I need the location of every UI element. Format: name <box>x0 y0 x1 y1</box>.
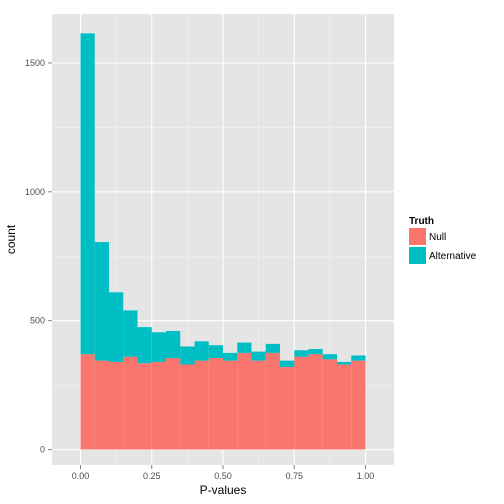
bar-alternative-10 <box>223 352 238 361</box>
bar-alternative-4 <box>137 327 152 364</box>
bar-null-11 <box>237 352 252 450</box>
bar-null-10 <box>223 360 238 450</box>
x-tick-label: 0.25 <box>143 471 161 481</box>
x-tick-label: 0.75 <box>285 471 303 481</box>
bar-alternative-0 <box>80 33 95 355</box>
bar-null-6 <box>166 358 181 450</box>
bar-alternative-6 <box>166 330 181 359</box>
bars <box>80 33 366 450</box>
legend-title: Truth <box>409 216 434 227</box>
legend-label-null: Null <box>429 232 446 243</box>
bar-null-16 <box>308 354 323 450</box>
y-tick-label: 500 <box>30 316 45 326</box>
legend-key-null <box>409 228 426 245</box>
x-tick-label: 1.00 <box>357 471 375 481</box>
bar-alternative-13 <box>265 343 280 353</box>
bar-alternative-16 <box>308 349 323 355</box>
legend: Truth Null Alternative <box>409 216 477 264</box>
bar-null-17 <box>322 359 337 450</box>
bar-null-14 <box>280 367 295 450</box>
bar-alternative-2 <box>109 292 124 362</box>
bar-null-4 <box>137 363 152 450</box>
x-tick-label: 0.00 <box>72 471 90 481</box>
y-axis-title: count <box>4 224 18 254</box>
bar-null-8 <box>194 360 209 450</box>
bar-null-19 <box>351 360 366 450</box>
bar-alternative-12 <box>251 351 266 361</box>
bar-alternative-3 <box>123 310 138 357</box>
bar-null-5 <box>151 361 166 450</box>
bar-null-1 <box>94 360 109 450</box>
bar-null-3 <box>123 356 138 450</box>
bar-alternative-18 <box>337 361 352 365</box>
bar-null-15 <box>294 356 309 450</box>
bar-alternative-11 <box>237 342 252 353</box>
y-tick-label: 0 <box>40 445 45 455</box>
bar-null-7 <box>180 364 195 450</box>
x-axis-title: P-values <box>200 483 247 497</box>
bar-alternative-8 <box>194 341 209 361</box>
bar-alternative-7 <box>180 346 195 365</box>
legend-items: Null Alternative <box>409 228 477 264</box>
bar-alternative-15 <box>294 350 309 357</box>
bar-alternative-9 <box>208 345 223 359</box>
bar-alternative-19 <box>351 355 366 361</box>
bar-null-2 <box>109 361 124 450</box>
bar-alternative-5 <box>151 332 166 362</box>
bar-alternative-14 <box>280 360 295 368</box>
x-tick-label: 0.50 <box>214 471 232 481</box>
bar-alternative-17 <box>322 354 337 360</box>
legend-label-alternative: Alternative <box>429 251 477 262</box>
axis-ticks: 0.00 0.25 0.50 0.75 1.00 0 500 1000 1500 <box>25 58 374 481</box>
bar-null-18 <box>337 364 352 450</box>
bar-null-13 <box>265 352 280 450</box>
y-tick-label: 1500 <box>25 58 45 68</box>
bar-alternative-1 <box>94 242 109 361</box>
y-tick-label: 1000 <box>25 187 45 197</box>
bar-null-9 <box>208 358 223 450</box>
bar-null-12 <box>251 360 266 450</box>
legend-key-alternative <box>409 247 426 264</box>
bar-null-0 <box>80 354 95 450</box>
